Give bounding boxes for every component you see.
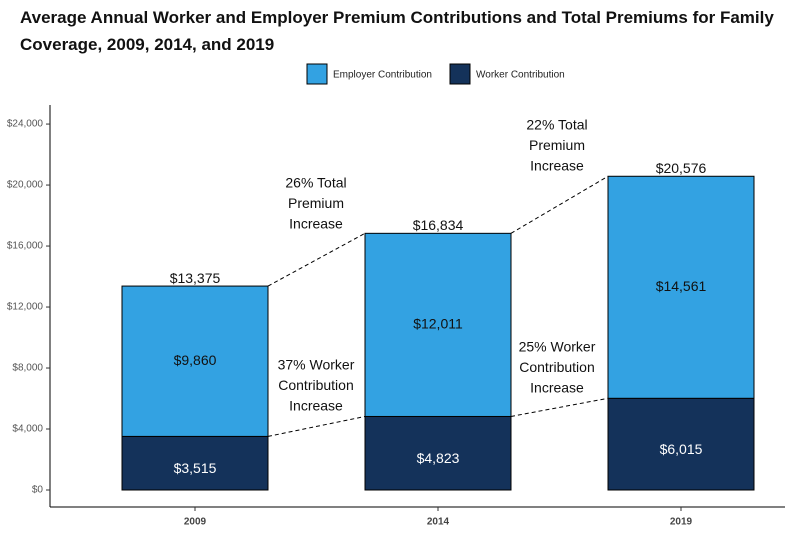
value-label: $3,515 bbox=[174, 460, 217, 476]
annotation: Premium bbox=[288, 195, 344, 211]
bar-segment bbox=[121, 435, 269, 491]
annotation: Increase bbox=[289, 398, 343, 414]
y-tick-label: $4,000 bbox=[12, 424, 43, 435]
bar-segment bbox=[121, 285, 269, 437]
annotation: Contribution bbox=[519, 359, 595, 375]
annotation: 25% Worker bbox=[519, 339, 596, 355]
bar-segment bbox=[364, 415, 512, 491]
y-tick-label: $8,000 bbox=[12, 363, 43, 374]
y-tick-label: $20,000 bbox=[7, 180, 44, 191]
worker-connector bbox=[267, 415, 366, 437]
y-tick-label: $12,000 bbox=[7, 302, 44, 313]
x-tick-label: 2009 bbox=[184, 517, 207, 528]
value-label: $14,561 bbox=[656, 278, 707, 294]
legend-swatch bbox=[449, 63, 471, 85]
annotation: Increase bbox=[530, 158, 584, 174]
y-tick-label: $16,000 bbox=[7, 241, 44, 252]
bar-segment bbox=[607, 175, 755, 399]
chart-title: Average Annual Worker and Employer Premi… bbox=[20, 8, 774, 54]
x-tick-label: 2014 bbox=[427, 517, 450, 528]
legend-label: Worker Contribution bbox=[476, 70, 565, 81]
annotation: 37% Worker bbox=[278, 357, 355, 373]
y-tick-label: $24,000 bbox=[7, 119, 44, 130]
x-tick-label: 2019 bbox=[670, 517, 693, 528]
annotation: Increase bbox=[289, 216, 343, 232]
total-connector bbox=[510, 175, 609, 234]
legend-label: Employer Contribution bbox=[333, 70, 432, 81]
annotation: 22% Total bbox=[526, 117, 587, 133]
annotation: Premium bbox=[529, 137, 585, 153]
annotation: Contribution bbox=[278, 377, 354, 393]
total-label: $16,834 bbox=[413, 217, 464, 233]
annotation: Increase bbox=[530, 380, 584, 396]
value-label: $9,860 bbox=[174, 352, 217, 368]
worker-connector bbox=[510, 397, 609, 417]
value-label: $4,823 bbox=[417, 450, 460, 466]
value-label: $12,011 bbox=[413, 316, 463, 332]
y-tick-label: $0 bbox=[32, 485, 44, 496]
total-label: $13,375 bbox=[170, 270, 221, 286]
legend-swatch bbox=[306, 63, 328, 85]
value-label: $6,015 bbox=[660, 441, 703, 457]
total-label: $20,576 bbox=[656, 160, 707, 176]
total-connector bbox=[267, 232, 366, 287]
bar-segment bbox=[364, 232, 512, 417]
annotation: 26% Total bbox=[285, 175, 346, 191]
